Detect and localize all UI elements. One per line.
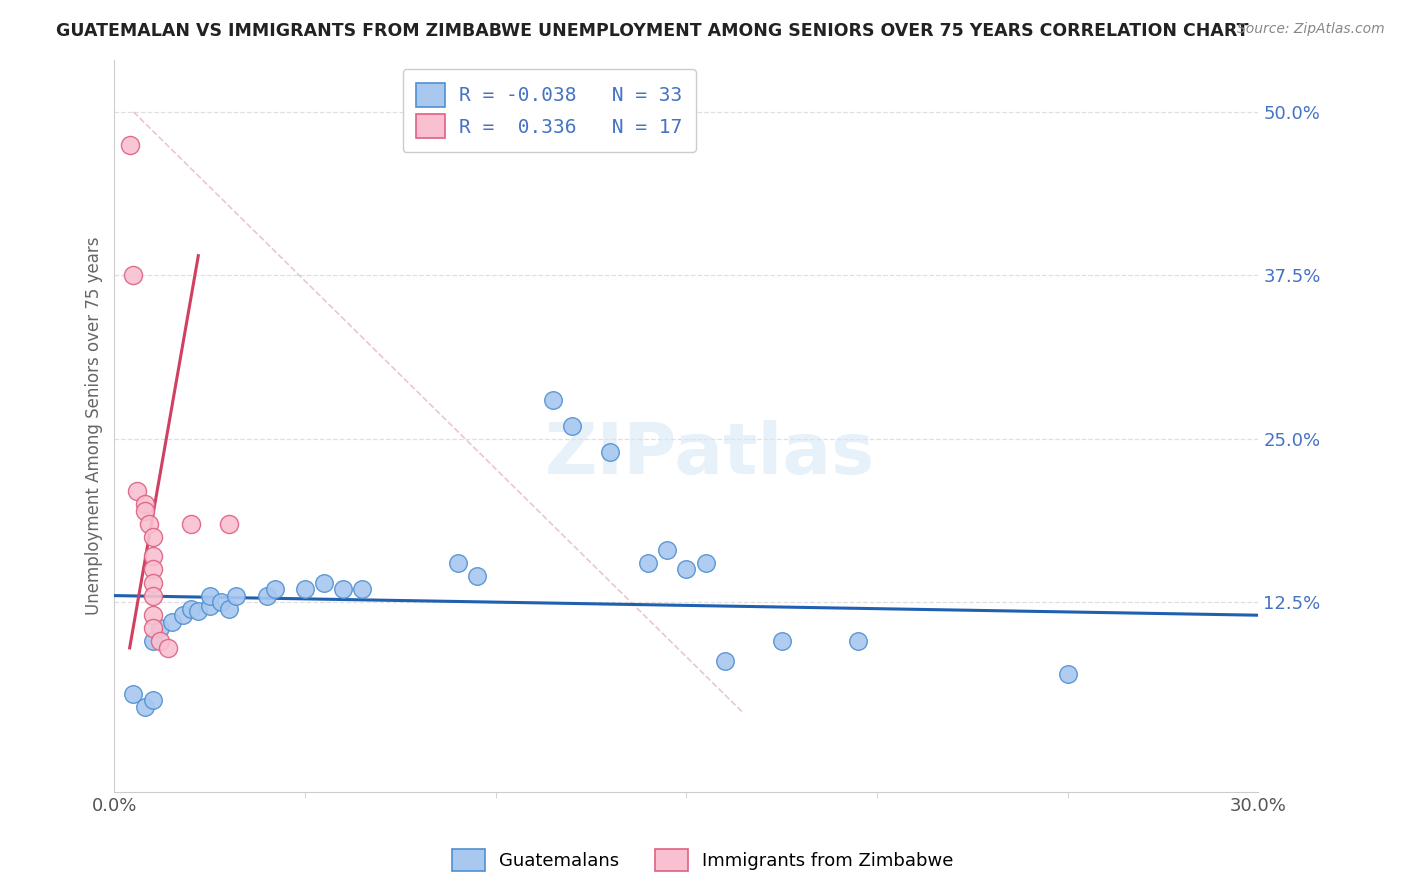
Point bbox=[134, 699, 156, 714]
Point bbox=[263, 582, 285, 596]
Legend: R = -0.038   N = 33, R =  0.336   N = 17: R = -0.038 N = 33, R = 0.336 N = 17 bbox=[402, 70, 696, 152]
Point bbox=[141, 549, 163, 564]
Point bbox=[141, 589, 163, 603]
Point bbox=[352, 582, 374, 596]
Text: GUATEMALAN VS IMMIGRANTS FROM ZIMBABWE UNEMPLOYMENT AMONG SENIORS OVER 75 YEARS : GUATEMALAN VS IMMIGRANTS FROM ZIMBABWE U… bbox=[56, 22, 1249, 40]
Point bbox=[446, 556, 468, 570]
Point bbox=[332, 582, 354, 596]
Point bbox=[225, 589, 247, 603]
Y-axis label: Unemployment Among Seniors over 75 years: Unemployment Among Seniors over 75 years bbox=[86, 236, 103, 615]
Point bbox=[314, 575, 336, 590]
Text: Source: ZipAtlas.com: Source: ZipAtlas.com bbox=[1237, 22, 1385, 37]
Point bbox=[209, 595, 232, 609]
Point bbox=[561, 418, 583, 433]
Point bbox=[149, 621, 172, 635]
Point bbox=[141, 575, 163, 590]
Point bbox=[695, 556, 717, 570]
Point bbox=[160, 615, 183, 629]
Point bbox=[141, 530, 163, 544]
Point bbox=[218, 516, 240, 531]
Point bbox=[599, 444, 621, 458]
Point bbox=[141, 621, 163, 635]
Point bbox=[675, 562, 697, 576]
Point bbox=[149, 634, 172, 648]
Point bbox=[657, 542, 679, 557]
Point bbox=[156, 640, 179, 655]
Point bbox=[1056, 667, 1078, 681]
Point bbox=[180, 601, 202, 615]
Text: ZIPatlas: ZIPatlas bbox=[544, 420, 875, 490]
Point bbox=[541, 392, 564, 407]
Point bbox=[122, 268, 145, 283]
Point bbox=[198, 599, 221, 613]
Point bbox=[134, 503, 156, 517]
Point bbox=[846, 634, 869, 648]
Point bbox=[141, 608, 163, 623]
Legend: Guatemalans, Immigrants from Zimbabwe: Guatemalans, Immigrants from Zimbabwe bbox=[446, 842, 960, 879]
Point bbox=[187, 604, 209, 618]
Point bbox=[127, 483, 149, 498]
Point bbox=[180, 516, 202, 531]
Point bbox=[118, 137, 141, 152]
Point bbox=[141, 562, 163, 576]
Point bbox=[141, 693, 163, 707]
Point bbox=[134, 497, 156, 511]
Point bbox=[294, 582, 316, 596]
Point bbox=[172, 608, 194, 623]
Point bbox=[713, 654, 735, 668]
Point bbox=[465, 569, 488, 583]
Point bbox=[218, 601, 240, 615]
Point bbox=[141, 634, 163, 648]
Point bbox=[138, 516, 160, 531]
Point bbox=[637, 556, 659, 570]
Point bbox=[256, 589, 278, 603]
Point bbox=[122, 687, 145, 701]
Point bbox=[770, 634, 793, 648]
Point bbox=[198, 589, 221, 603]
